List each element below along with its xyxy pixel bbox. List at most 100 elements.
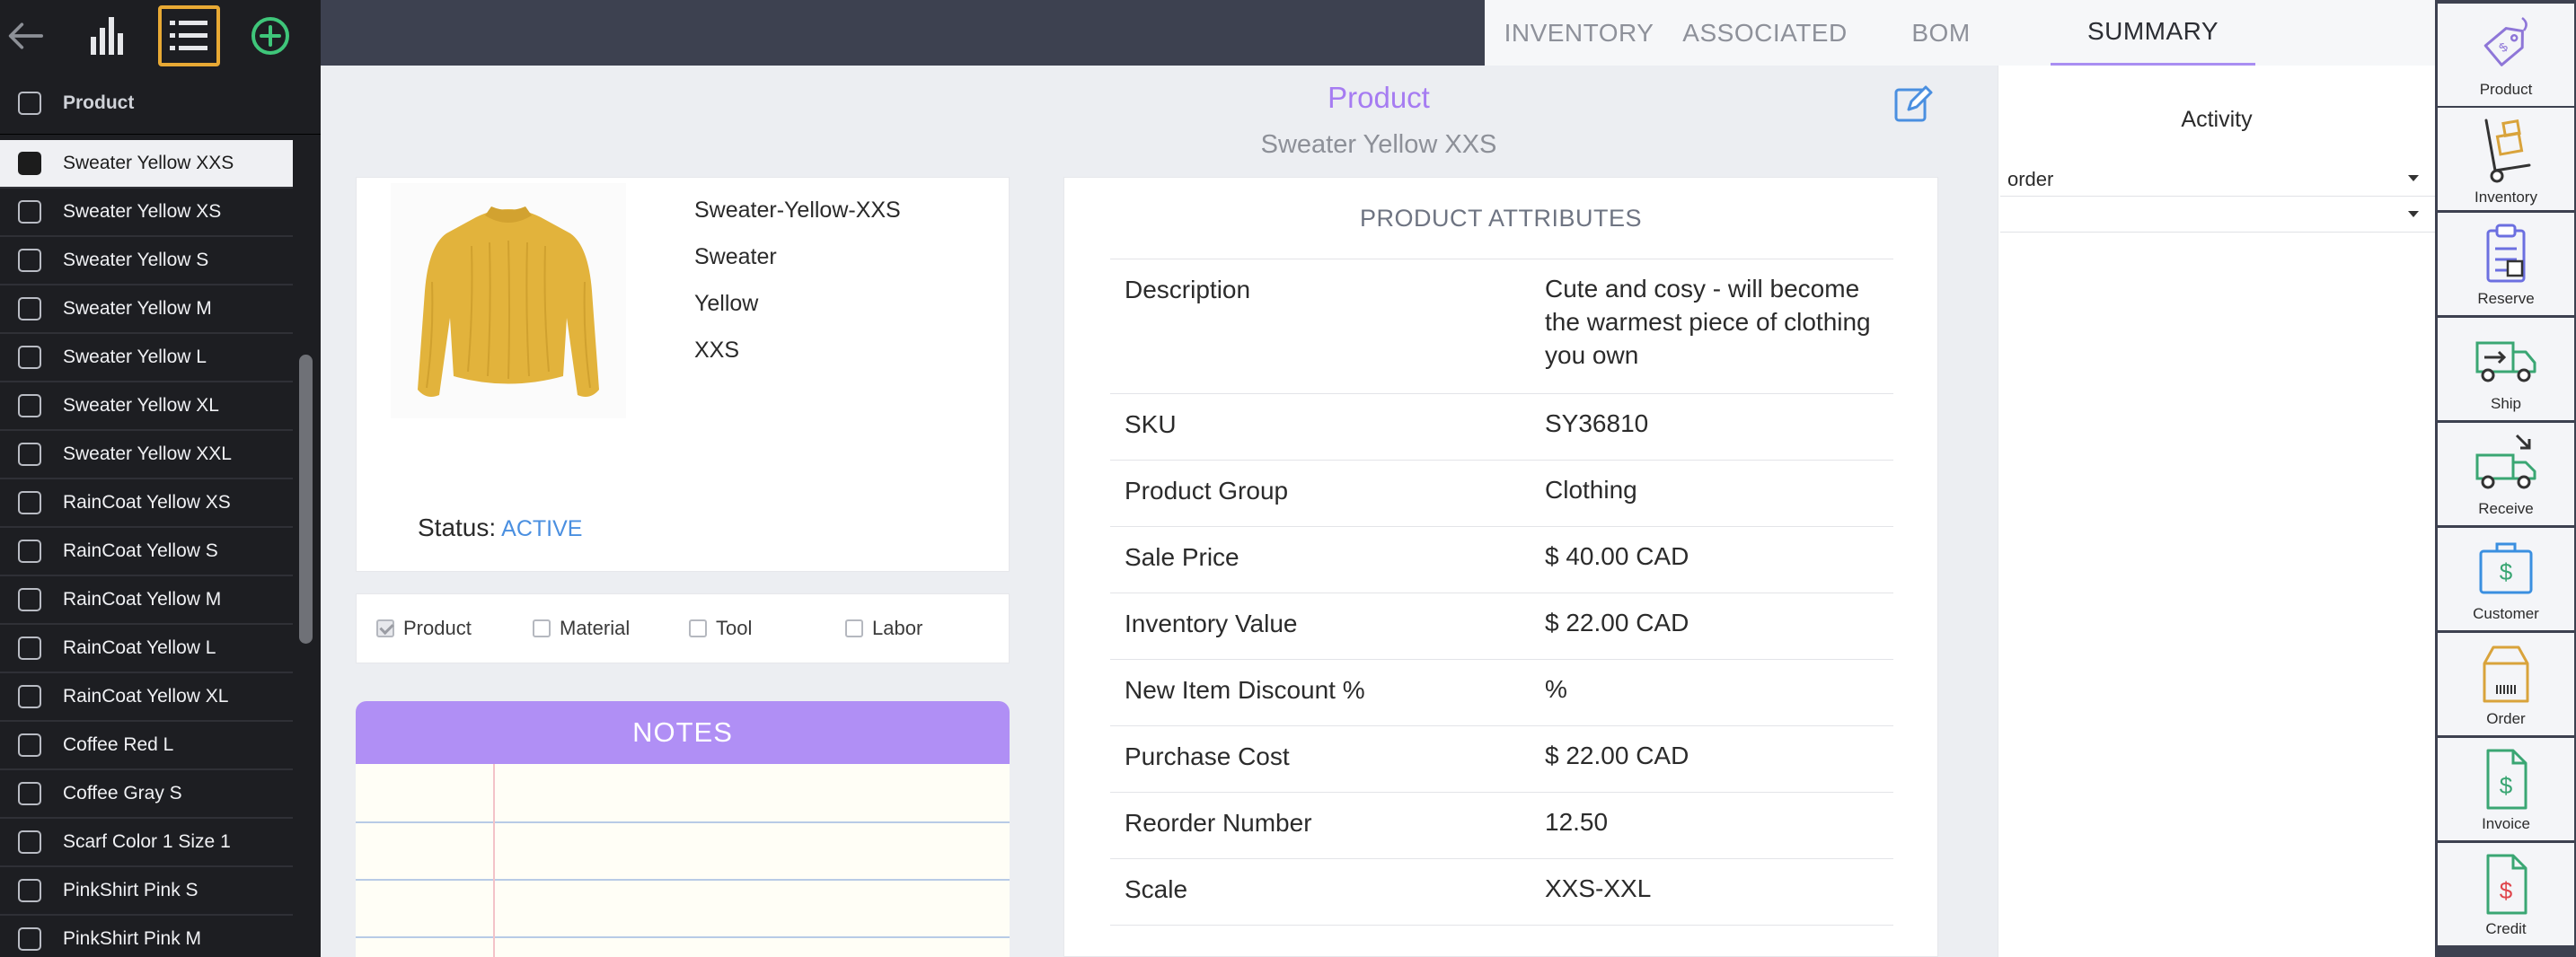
row-checkbox[interactable] (18, 297, 41, 320)
attribute-row: Sale Price $ 40.00 CAD (1110, 527, 1893, 593)
notes-textarea[interactable] (356, 764, 1010, 957)
list-item-label: Coffee Red L (63, 734, 174, 755)
list-item[interactable]: Sweater Yellow L (0, 334, 293, 382)
sidebar: Product Sweater Yellow XXS Sweater Yello… (0, 0, 321, 957)
list-item[interactable]: Sweater Yellow S (0, 237, 293, 285)
list-item[interactable]: RainCoat Yellow XL (0, 673, 293, 722)
list-item[interactable]: RainCoat Yellow M (0, 576, 293, 625)
action-inventory-button[interactable]: Inventory (2438, 108, 2574, 210)
row-checkbox[interactable] (18, 346, 41, 369)
type-material-option[interactable]: Material (533, 617, 689, 640)
tab-inventory[interactable]: INVENTORY (1504, 18, 1654, 47)
attribute-value: $ 22.00 CAD (1545, 609, 1689, 637)
action-order-button[interactable]: Order (2438, 633, 2574, 735)
row-checkbox[interactable] (18, 443, 41, 466)
list-item[interactable]: Scarf Color 1 Size 1 (0, 819, 293, 867)
attributes-table: Description Cute and cosy - will become t… (1110, 259, 1893, 926)
row-checkbox[interactable] (18, 685, 41, 708)
add-button[interactable] (240, 5, 301, 66)
list-item[interactable]: PinkShirt Pink M (0, 916, 293, 957)
row-checkbox[interactable] (18, 830, 41, 854)
list-item[interactable]: Sweater Yellow XXL (0, 431, 293, 479)
row-checkbox[interactable] (18, 637, 41, 660)
action-label: Order (2486, 710, 2526, 727)
list-item[interactable]: PinkShirt Pink S (0, 867, 293, 916)
row-checkbox[interactable] (18, 394, 41, 417)
attribute-key: Product Group (1125, 477, 1289, 505)
activity-type-value: order (2007, 167, 2054, 190)
list-item-label: Sweater Yellow XXL (63, 443, 232, 464)
attribute-value: 12.50 (1545, 808, 1609, 836)
edit-button[interactable] (1892, 83, 1934, 124)
list-item-label: PinkShirt Pink S (63, 880, 198, 900)
activity-type-select[interactable]: order (2000, 162, 2435, 197)
list-item-label: RainCoat Yellow S (63, 540, 218, 561)
tab-bom[interactable]: BOM (1911, 18, 1971, 47)
action-credit-button[interactable]: $ Credit (2438, 843, 2574, 945)
list-item[interactable]: Sweater Yellow M (0, 285, 293, 334)
tool-checkbox[interactable] (689, 619, 707, 637)
chevron-down-icon (2408, 211, 2419, 217)
action-label: Inventory (2475, 189, 2537, 206)
list-item[interactable]: RainCoat Yellow S (0, 528, 293, 576)
row-checkbox[interactable] (18, 588, 41, 611)
attribute-key: Purchase Cost (1125, 742, 1290, 770)
action-receive-button[interactable]: Receive (2438, 423, 2574, 525)
hand-truck-icon (2484, 119, 2531, 183)
attribute-row: New Item Discount %% (1110, 660, 1893, 726)
list-item[interactable]: Sweater Yellow XS (0, 189, 293, 237)
page-subtitle: Sweater Yellow XXS (1260, 130, 1497, 159)
list-item-label: RainCoat Yellow XS (63, 492, 231, 513)
list-item[interactable]: Sweater Yellow XL (0, 382, 293, 431)
product-checkbox[interactable] (376, 619, 394, 637)
sidebar-scrollbar[interactable] (299, 355, 313, 644)
action-label: Ship (2490, 395, 2522, 412)
list-item[interactable]: Coffee Gray S (0, 770, 293, 819)
top-bar (321, 0, 1485, 66)
row-checkbox[interactable] (18, 491, 41, 514)
list-item[interactable]: RainCoat Yellow L (0, 625, 293, 673)
row-checkbox[interactable] (18, 540, 41, 563)
list-item-label: Sweater Yellow S (63, 250, 209, 270)
list-header-label: Product (63, 92, 135, 113)
tab-bar: INVENTORY ASSOCIATED BOM SUMMARY (1485, 0, 2435, 66)
action-reserve-button[interactable]: Reserve (2438, 213, 2574, 315)
chart-view-button[interactable] (77, 5, 138, 66)
type-labor-option[interactable]: Labor (845, 617, 1001, 640)
action-product-button[interactable]: $ Product (2438, 4, 2574, 106)
type-product-option[interactable]: Product (376, 617, 533, 640)
back-button[interactable] (7, 5, 43, 66)
row-checkbox[interactable] (18, 733, 41, 757)
tab-summary[interactable]: SUMMARY (2051, 0, 2255, 66)
list-view-button[interactable] (158, 5, 220, 66)
row-checkbox[interactable] (18, 249, 41, 272)
row-checkbox[interactable] (18, 200, 41, 224)
row-checkbox[interactable] (18, 152, 41, 175)
price-tag-icon: $ (2483, 17, 2527, 66)
row-checkbox[interactable] (18, 927, 41, 951)
action-ship-button[interactable]: Ship (2438, 318, 2574, 420)
activity-title: Activity (2181, 107, 2253, 132)
list-item[interactable]: Coffee Red L (0, 722, 293, 770)
list-item-label: RainCoat Yellow M (63, 589, 222, 610)
material-checkbox[interactable] (533, 619, 551, 637)
list-item[interactable]: Sweater Yellow XXS (0, 140, 293, 189)
action-customer-button[interactable]: $ Customer (2438, 528, 2574, 630)
customer-dollar-icon: $ (2479, 542, 2533, 594)
edit-pencil-icon (1894, 85, 1933, 122)
attribute-row: Reorder Number 12.50 (1110, 793, 1893, 859)
action-invoice-button[interactable]: $ Invoice (2438, 738, 2574, 840)
select-all-checkbox[interactable] (18, 91, 41, 115)
activity-filter-select[interactable] (2000, 198, 2435, 233)
list-item[interactable]: RainCoat Yellow XS (0, 479, 293, 528)
type-tool-option[interactable]: Tool (689, 617, 845, 640)
bar-chart-icon (91, 17, 124, 55)
attribute-value: Cute and cosy - will become the warmest … (1545, 275, 1871, 369)
tab-associated[interactable]: ASSOCIATED (1682, 18, 1848, 47)
order-box-icon (2483, 645, 2529, 703)
row-checkbox[interactable] (18, 879, 41, 902)
row-checkbox[interactable] (18, 782, 41, 805)
labor-checkbox[interactable] (845, 619, 863, 637)
list-item-label: Coffee Gray S (63, 783, 182, 803)
